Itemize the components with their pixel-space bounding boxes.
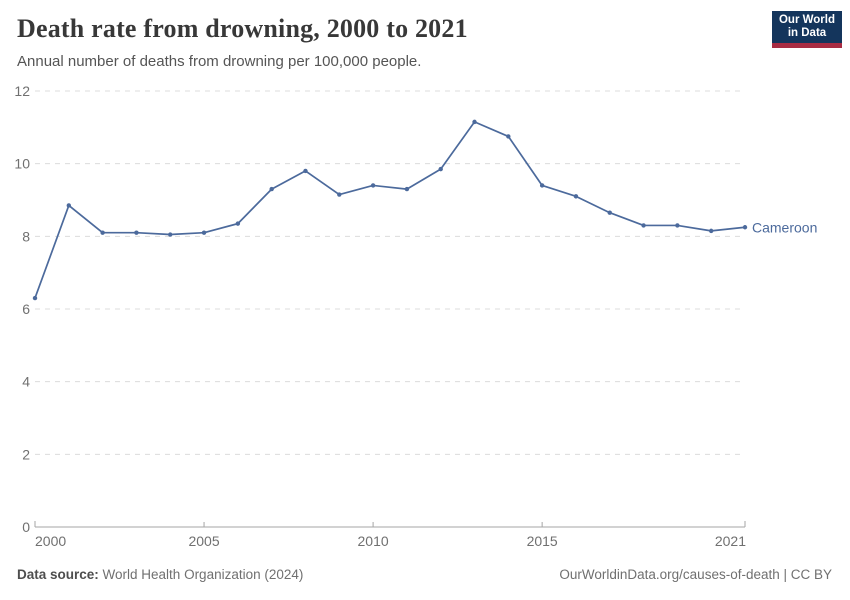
data-point-2003[interactable]: [134, 230, 139, 235]
page-title: Death rate from drowning, 2000 to 2021: [17, 14, 468, 43]
data-point-2014[interactable]: [506, 134, 511, 139]
y-tick-label-0: 0: [22, 519, 30, 535]
y-tick-label-12: 12: [14, 83, 30, 99]
y-tick-label-6: 6: [22, 301, 30, 317]
data-point-2006[interactable]: [235, 221, 241, 226]
data-point-2005[interactable]: [201, 230, 207, 235]
owid-logo-line1: Our World: [778, 14, 835, 26]
data-point-2017[interactable]: [607, 210, 612, 215]
data-point-2012[interactable]: [438, 166, 443, 172]
y-tick-label-4: 4: [22, 374, 30, 390]
data-point-2010[interactable]: [370, 183, 376, 188]
x-tick-label-2021: 2021: [715, 533, 746, 549]
y-tick-label-8: 8: [22, 228, 30, 244]
citation-link[interactable]: OurWorldinData.org/causes-of-death | CC …: [559, 567, 832, 582]
data-point-2021[interactable]: [742, 225, 748, 230]
data-source: Data source: World Health Organization (…: [17, 567, 303, 582]
y-tick-label-2: 2: [22, 446, 30, 462]
data-point-2001[interactable]: [66, 203, 72, 208]
owid-logo-line2: in Data: [787, 27, 827, 39]
chart-footer: Data source: World Health Organization (…: [17, 567, 832, 582]
data-point-2011[interactable]: [404, 186, 410, 192]
series-label-cameroon[interactable]: Cameroon: [752, 219, 817, 235]
data-source-label: Data source:: [17, 567, 99, 582]
data-point-2018[interactable]: [641, 223, 646, 228]
y-tick-label-10: 10: [14, 156, 30, 172]
chart-header: Death rate from drowning, 2000 to 2021 A…: [17, 14, 833, 70]
series-cameroon[interactable]: Cameroon: [32, 119, 818, 301]
data-point-2015[interactable]: [539, 183, 545, 188]
data-source-value: World Health Organization (2024): [98, 567, 304, 582]
data-point-2008[interactable]: [303, 168, 308, 174]
data-point-2000[interactable]: [32, 295, 38, 301]
data-point-2002[interactable]: [100, 230, 105, 235]
data-point-2019[interactable]: [675, 223, 680, 228]
data-point-2004[interactable]: [168, 232, 173, 237]
x-tick-label-2015: 2015: [527, 533, 558, 549]
x-tick-label-2005: 2005: [188, 533, 219, 549]
page-subtitle: Annual number of deaths from drowning pe…: [17, 53, 422, 70]
data-point-2016[interactable]: [573, 194, 579, 199]
x-tick-label-2000: 2000: [35, 533, 66, 549]
x-tick-label-2010: 2010: [358, 533, 389, 549]
data-point-2013[interactable]: [472, 119, 477, 125]
data-point-2007[interactable]: [269, 186, 274, 192]
owid-logo[interactable]: Our World in Data: [772, 11, 842, 48]
data-point-2020[interactable]: [708, 228, 714, 234]
series-line[interactable]: [34, 121, 746, 299]
data-point-2009[interactable]: [337, 192, 342, 197]
